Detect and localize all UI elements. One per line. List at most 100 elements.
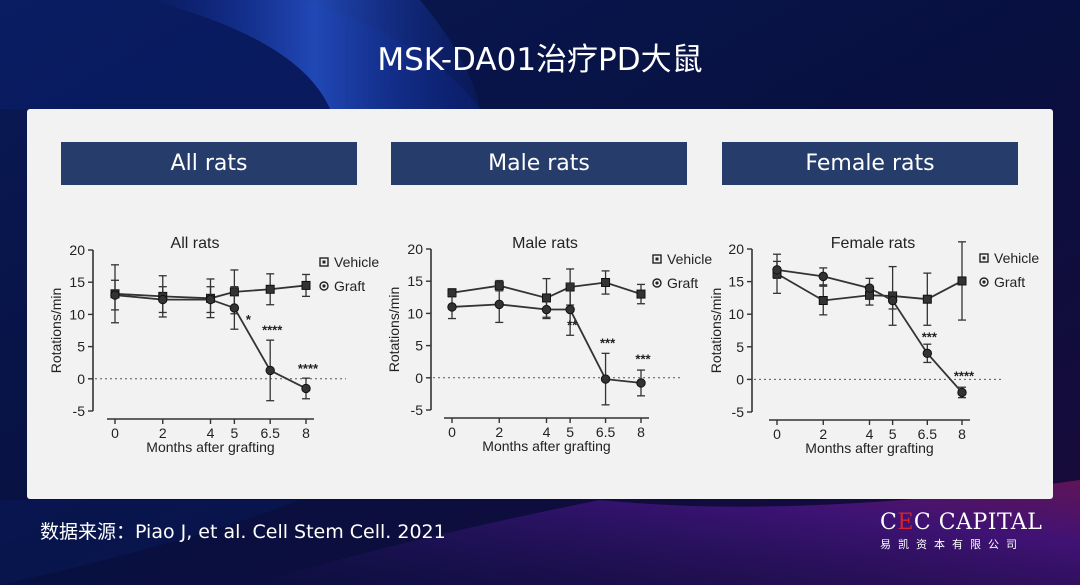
y-axis-label: Rotations/min [48, 288, 64, 374]
y-tick-label: -5 [411, 402, 424, 418]
significance-label: ** [567, 318, 578, 333]
legend-marker-square [979, 253, 989, 263]
data-source: 数据来源：Piao J, et al. Cell Stem Cell. 2021 [40, 521, 446, 543]
x-tick-label: 4 [543, 424, 551, 440]
data-point-square [818, 296, 828, 306]
series-line [776, 268, 963, 394]
legend-label: Vehicle [994, 250, 1039, 266]
y-tick-label: 10 [407, 305, 423, 321]
legend-marker-circle [979, 277, 989, 287]
logo-rest: C CAPITAL [913, 510, 1043, 535]
data-point-circle [565, 304, 575, 315]
x-tick-label: 4 [866, 426, 874, 442]
y-tick-label: 5 [77, 339, 85, 355]
legend-marker-square-inner [982, 256, 986, 260]
y-axis-label: Rotations/min [386, 287, 402, 373]
y-tick-label: 20 [728, 241, 744, 257]
legend-label: Graft [667, 275, 698, 291]
significance-label: **** [954, 369, 975, 384]
cec-capital-logo: CEC CAPITAL 易凯资本有限公司 [880, 510, 1055, 552]
y-tick-label: -5 [732, 404, 745, 420]
x-tick-label: 5 [889, 426, 897, 442]
data-point-square [265, 284, 275, 294]
header-male-rats: Male rats [391, 142, 687, 185]
x-tick-label: 5 [230, 425, 238, 441]
data-point-circle [205, 294, 216, 305]
x-axis-label: Months after grafting [146, 439, 274, 455]
data-point-square [957, 276, 967, 286]
y-tick-label: 15 [69, 274, 85, 290]
y-tick-label: 5 [736, 339, 744, 355]
y-tick-label: 15 [728, 274, 744, 290]
series-line [776, 272, 963, 302]
legend-marker-square [652, 254, 662, 264]
data-point-square [636, 289, 646, 299]
y-axis-label: Rotations/min [708, 288, 724, 374]
y-tick-label: 20 [407, 241, 423, 257]
data-point-square [601, 277, 611, 287]
y-tick-label: 0 [736, 371, 744, 387]
chart-title: Male rats [512, 235, 578, 252]
data-point-circle [229, 303, 240, 313]
x-tick-label: 2 [495, 424, 503, 440]
legend-marker-circle-inner [982, 280, 986, 284]
data-point-circle [541, 304, 552, 315]
significance-label: **** [262, 322, 283, 337]
y-tick-label: 0 [77, 371, 85, 387]
data-point-circle [887, 295, 898, 306]
figure-card: All rats Male rats Female rats All rats -… [27, 109, 1053, 499]
data-point-circle [818, 271, 828, 282]
chart-title: All rats [171, 235, 220, 252]
x-tick-label: 6.5 [260, 425, 280, 441]
y-tick-label: 15 [407, 273, 423, 289]
x-tick-label: 4 [207, 425, 215, 441]
significance-label: * [246, 312, 252, 327]
series-graft [447, 283, 646, 406]
logo-e: E [897, 510, 914, 535]
x-tick-label: 5 [566, 424, 574, 440]
x-tick-label: 0 [111, 425, 119, 441]
data-point-circle [447, 302, 457, 312]
y-tick-label: 5 [415, 338, 423, 354]
legend-marker-square [319, 257, 329, 267]
y-tick-label: 10 [69, 306, 85, 322]
x-tick-label: 0 [448, 424, 456, 440]
data-point-circle [265, 365, 275, 376]
significance-label: *** [922, 330, 938, 345]
legend-label: Vehicle [667, 251, 712, 267]
legend-label: Vehicle [334, 254, 379, 270]
data-point-circle [110, 290, 120, 300]
data-point-circle [494, 299, 504, 310]
significance-label: **** [298, 361, 319, 376]
x-tick-label: 0 [773, 426, 781, 442]
data-point-square [301, 280, 311, 290]
significance-label: *** [600, 336, 616, 351]
y-tick-label: 10 [728, 306, 744, 322]
x-tick-label: 2 [819, 426, 827, 442]
x-tick-label: 8 [637, 424, 645, 440]
x-tick-label: 8 [302, 425, 310, 441]
y-tick-label: 0 [415, 370, 423, 386]
x-tick-label: 8 [958, 426, 966, 442]
x-axis-label: Months after grafting [482, 438, 610, 454]
legend-label: Graft [334, 278, 365, 294]
series-line [451, 303, 642, 384]
data-point-circle [864, 283, 875, 293]
logo-c: C [880, 510, 898, 535]
legend-marker-circle-inner [655, 281, 659, 285]
data-point-circle [158, 294, 168, 305]
series-graft [772, 260, 967, 399]
significance-label: *** [635, 352, 651, 367]
y-tick-label: 20 [69, 242, 85, 258]
chart-title: Female rats [831, 235, 915, 252]
data-point-circle [922, 348, 933, 359]
y-tick-label: -5 [73, 403, 86, 419]
data-point-circle [301, 383, 311, 394]
legend-marker-square-inner [655, 257, 659, 261]
header-all-rats: All rats [61, 142, 357, 185]
x-tick-label: 6.5 [596, 424, 616, 440]
